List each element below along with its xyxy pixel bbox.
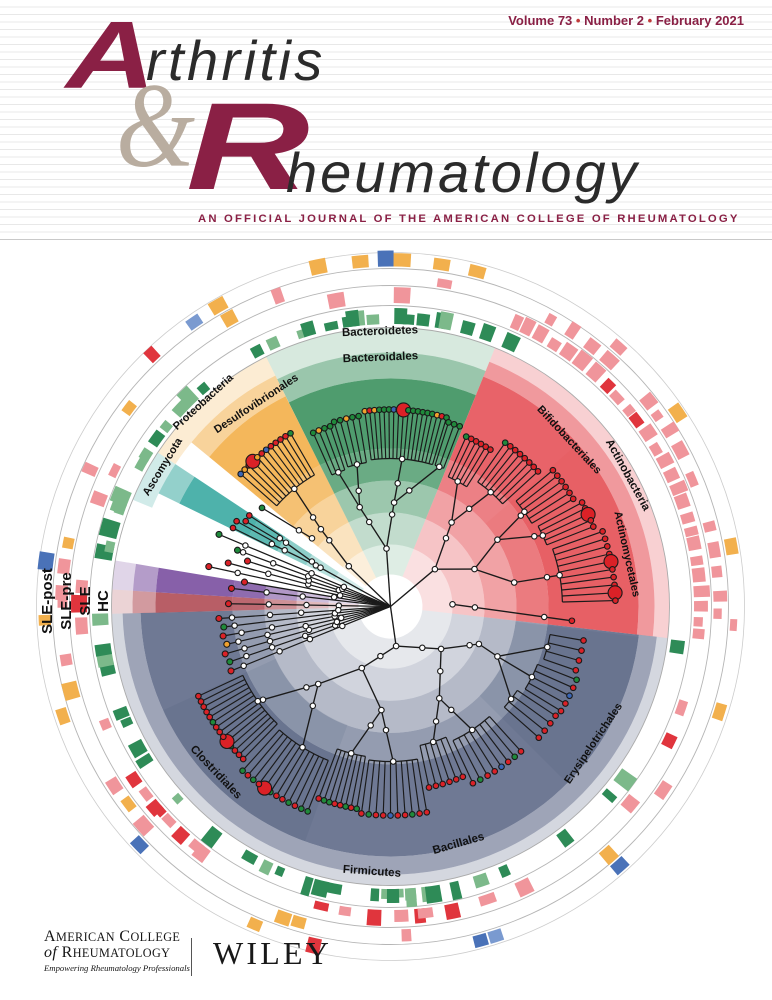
svg-text:SLE: SLE (77, 586, 94, 615)
svg-text:SLE-post: SLE-post (39, 568, 56, 634)
svg-text:Bacteroidetes: Bacteroidetes (342, 324, 418, 339)
svg-text:Bacteroidales: Bacteroidales (343, 350, 419, 365)
svg-text:SLE-pre: SLE-pre (58, 572, 75, 630)
svg-text:HC: HC (95, 590, 112, 612)
svg-text:Firmicutes: Firmicutes (342, 864, 401, 880)
